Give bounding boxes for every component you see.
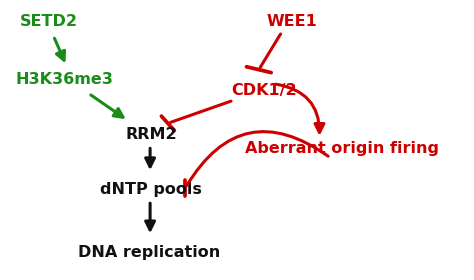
Text: DNA replication: DNA replication bbox=[78, 245, 220, 260]
Text: RRM2: RRM2 bbox=[126, 127, 178, 142]
Text: dNTP pools: dNTP pools bbox=[100, 182, 201, 197]
Text: WEE1: WEE1 bbox=[267, 15, 318, 29]
Text: SETD2: SETD2 bbox=[20, 15, 78, 29]
Text: Aberrant origin firing: Aberrant origin firing bbox=[245, 141, 438, 156]
Text: H3K36me3: H3K36me3 bbox=[16, 72, 114, 87]
Text: CDK1/2: CDK1/2 bbox=[231, 83, 297, 98]
